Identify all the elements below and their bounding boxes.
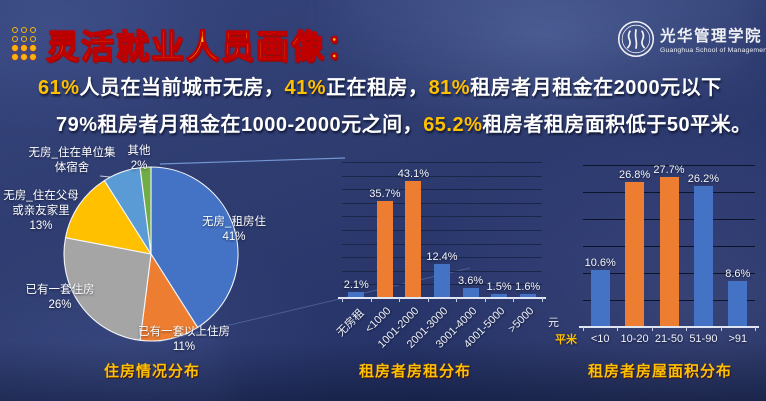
- bar-value-label: 26.2%: [687, 172, 719, 185]
- gridline: [583, 165, 755, 166]
- axis-tick: [720, 327, 722, 331]
- gridline: [342, 162, 542, 163]
- pie-label: 无房_租房住 41%: [202, 216, 266, 244]
- bar: [590, 269, 610, 327]
- axis-tick: [513, 298, 515, 302]
- highlight-stat: 65.2%: [423, 114, 483, 136]
- bar-value-label: 27.7%: [653, 164, 685, 177]
- area-chart-title: 租房者房屋面积分布: [587, 363, 732, 380]
- rent-chart-title: 租房者房租分布: [358, 363, 471, 380]
- bar-value-label: 1.6%: [515, 280, 541, 293]
- leader-dash: [99, 175, 111, 178]
- summary-line-1: 61%人员在当前城市无房，41%正在租房，81%租房者月租金在2000元以下: [38, 71, 722, 100]
- bar-value-label: 26.8%: [618, 169, 651, 182]
- pie-slice: [63, 237, 152, 341]
- axis-tick: [484, 298, 486, 302]
- axis-unit-label: 平米: [555, 334, 577, 346]
- gridline: [342, 202, 542, 204]
- bar-chart-rent: 2.1% 35.7% 43.1% 12.4% 3.6% 1.5% 1.6% 无房租 <1000 1…: [335, 162, 559, 351]
- axis-tick: [651, 327, 653, 331]
- bar-value-label: 35.7%: [369, 187, 401, 200]
- axis-category-label: 21-50: [654, 333, 684, 345]
- bar-chart-area: 10.6% 26.8% 27.7% 26.2% 8.6% <10 10-20 21-50 51-…: [555, 164, 759, 346]
- bar: [625, 182, 645, 327]
- pie-label: 无房_住在父母或亲友家里 13%: [3, 190, 79, 233]
- pie-label: 已有一套住房 26%: [25, 284, 95, 312]
- pie-label: 其他 2%: [127, 145, 151, 173]
- logo-en-text: Guanghua School of Management: [660, 47, 766, 54]
- pie-slice: [139, 166, 152, 255]
- axis-tick: [370, 298, 372, 302]
- axis-tick: [342, 298, 343, 302]
- pku-seal-icon: [617, 20, 655, 58]
- school-logo: 光华管理学院 Guanghua School of Management: [617, 20, 766, 58]
- bottom-shade: [0, 341, 766, 401]
- bar: [405, 180, 422, 298]
- bar-value-label: 2.1%: [343, 279, 369, 292]
- summary-text: 正在租房，: [326, 77, 429, 99]
- axis-unit-label: 元: [548, 317, 559, 329]
- summary-text: 人员在当前城市无房，: [79, 77, 285, 99]
- pie-label: 无房_住在单位集体宿舍: [28, 147, 116, 175]
- highlight-stat: 61%: [38, 77, 80, 99]
- pie-chart-title: 住房情况分布: [103, 363, 200, 380]
- bar-value-label: 8.6%: [725, 267, 751, 280]
- dot-grid-icon: [12, 27, 36, 60]
- bar: [728, 280, 748, 327]
- leader-line: [159, 157, 346, 165]
- bar: [376, 200, 393, 298]
- axis-tick: [427, 298, 429, 302]
- gridline: [342, 175, 542, 177]
- axis-tick: [583, 327, 584, 331]
- bar: [519, 293, 536, 298]
- x-axis: [579, 326, 759, 328]
- bar: [434, 264, 450, 298]
- bar-value-label: 43.1%: [397, 167, 429, 180]
- axis-tick: [755, 327, 756, 331]
- gridline: [342, 257, 542, 259]
- axis-category-label: 10-20: [620, 333, 649, 345]
- logo-cn-text: 光华管理学院: [660, 26, 763, 45]
- axis-tick: [399, 298, 401, 302]
- axis-tick: [542, 298, 543, 302]
- bar-value-label: 10.6%: [584, 256, 616, 269]
- axis-tick: [617, 327, 619, 331]
- summary-text: 79%租房者月租金在1000-2000元之间，: [56, 114, 424, 136]
- axis-category-label: <10: [590, 333, 610, 345]
- bar: [693, 185, 713, 327]
- bar: [659, 177, 679, 327]
- gridline: [342, 216, 542, 218]
- axis-category-label: 51-90: [689, 333, 718, 345]
- pie-label: 已有一套以上住房 11%: [138, 326, 230, 354]
- x-axis: [338, 297, 546, 299]
- bar: [348, 292, 365, 298]
- gridline: [342, 230, 542, 231]
- axis-tick: [456, 298, 458, 302]
- bar: [462, 288, 479, 298]
- axis-category-label: >91: [728, 333, 748, 345]
- summary-text: 租房者月租金在2000元以下: [470, 77, 722, 99]
- bar-value-label: 3.6%: [458, 275, 484, 288]
- summary-line-2: 79%租房者月租金在1000-2000元之间，65.2%租房者租房面积低于50平…: [56, 108, 752, 137]
- highlight-stat: 41%: [284, 77, 327, 99]
- bar: [491, 293, 508, 298]
- bar-value-label: 12.4%: [426, 251, 458, 264]
- summary-text: 租房者租房面积低于50平米。: [482, 114, 752, 136]
- bar-value-label: 1.5%: [486, 280, 512, 293]
- gridline: [342, 189, 542, 191]
- pie-slice: [64, 179, 153, 255]
- gridline: [342, 243, 542, 245]
- axis-tick: [686, 327, 688, 331]
- highlight-stat: 81%: [428, 77, 471, 99]
- page-title: 灵活就业人员画像：: [45, 27, 361, 65]
